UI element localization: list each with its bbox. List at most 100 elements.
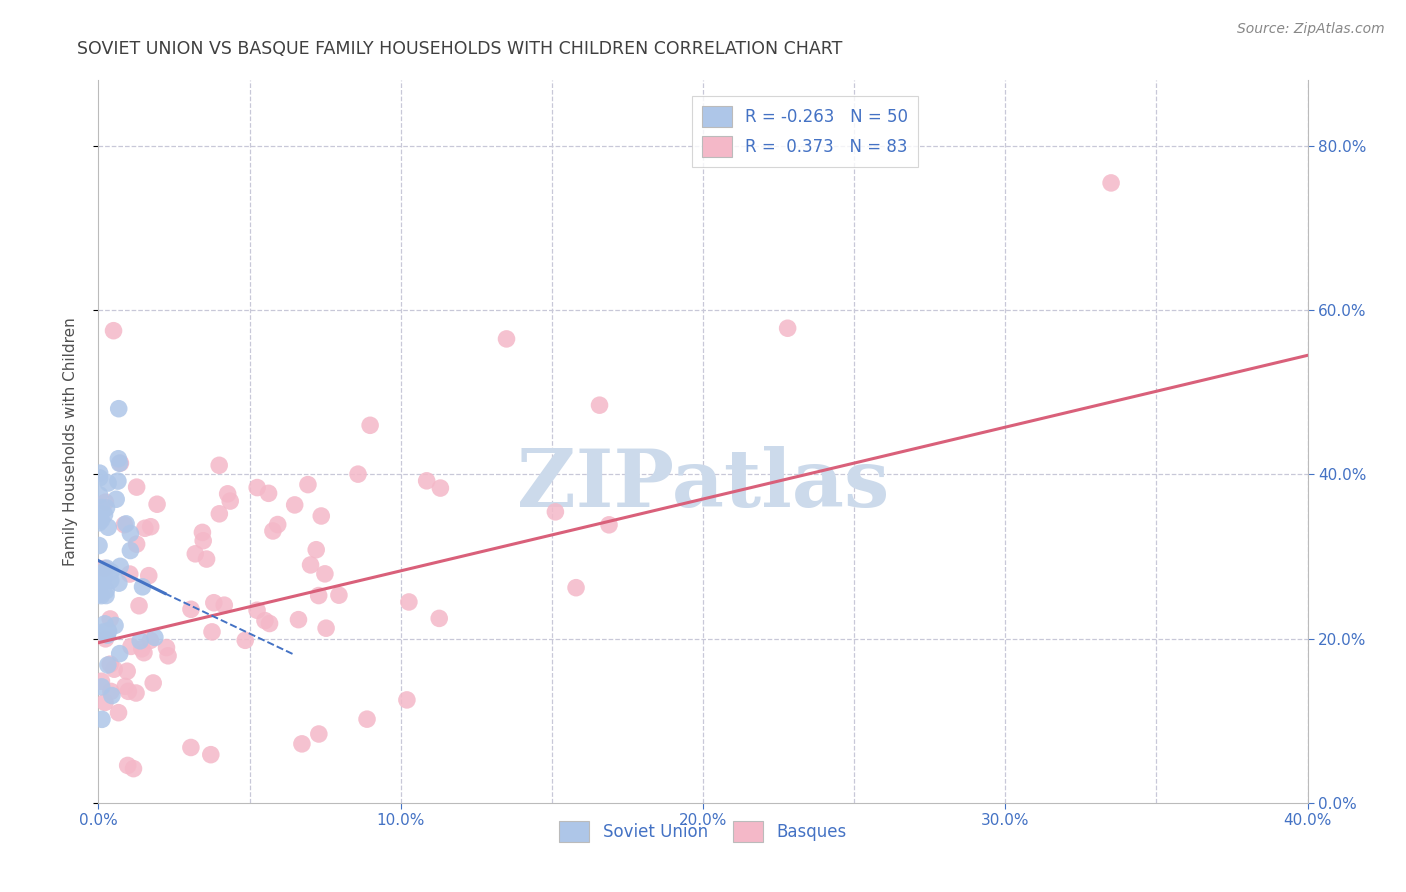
Point	[112, 517, 135, 532]
Point	[146, 497, 169, 511]
Point	[427, 611, 450, 625]
Point	[208, 507, 231, 521]
Point	[125, 480, 148, 494]
Point	[107, 706, 129, 720]
Point	[94, 632, 117, 646]
Point	[132, 646, 155, 660]
Point	[93, 570, 115, 584]
Point	[87, 539, 110, 553]
Point	[91, 566, 114, 580]
Y-axis label: Family Households with Children: Family Households with Children	[63, 318, 77, 566]
Point	[305, 542, 328, 557]
Point	[598, 517, 620, 532]
Point	[180, 602, 202, 616]
Point	[103, 324, 125, 338]
Point	[107, 474, 129, 488]
Point	[201, 624, 224, 639]
Point	[142, 676, 165, 690]
Point	[105, 492, 128, 507]
Legend: Soviet Union, Basques: Soviet Union, Basques	[553, 814, 853, 848]
Point	[128, 599, 150, 613]
Point	[96, 500, 118, 515]
Point	[94, 495, 117, 509]
Point	[257, 486, 280, 500]
Point	[217, 487, 239, 501]
Point	[97, 520, 120, 534]
Point	[91, 712, 114, 726]
Point	[328, 588, 350, 602]
Point	[214, 598, 236, 612]
Point	[291, 737, 314, 751]
Point	[120, 543, 142, 558]
Point	[97, 476, 120, 491]
Text: Source: ZipAtlas.com: Source: ZipAtlas.com	[1237, 22, 1385, 37]
Point	[87, 516, 110, 530]
Point	[98, 657, 121, 672]
Point	[495, 332, 517, 346]
Point	[110, 456, 132, 470]
Point	[259, 616, 281, 631]
Point	[246, 481, 269, 495]
Point	[122, 762, 145, 776]
Point	[91, 574, 114, 589]
Point	[429, 481, 451, 495]
Point	[89, 569, 111, 583]
Point	[262, 524, 284, 538]
Point	[98, 612, 121, 626]
Point	[359, 418, 381, 433]
Point	[309, 508, 332, 523]
Point	[96, 624, 118, 639]
Point	[87, 581, 110, 595]
Point	[108, 576, 131, 591]
Point	[184, 547, 207, 561]
Point	[91, 625, 114, 640]
Point	[125, 686, 148, 700]
Point	[97, 624, 120, 638]
Point	[100, 565, 122, 579]
Point	[157, 648, 180, 663]
Point	[131, 641, 153, 656]
Point	[96, 628, 118, 642]
Point	[101, 689, 124, 703]
Point	[308, 589, 330, 603]
Point	[134, 521, 156, 535]
Point	[89, 488, 111, 502]
Text: ZIPatlas: ZIPatlas	[517, 446, 889, 524]
Point	[356, 712, 378, 726]
Point	[1099, 176, 1122, 190]
Point	[120, 640, 142, 654]
Point	[89, 466, 111, 480]
Point	[398, 595, 420, 609]
Point	[776, 321, 799, 335]
Point	[143, 631, 166, 645]
Point	[96, 561, 118, 575]
Point	[108, 647, 131, 661]
Point	[90, 513, 112, 527]
Point	[90, 680, 112, 694]
Point	[395, 693, 418, 707]
Point	[155, 640, 177, 655]
Point	[115, 664, 138, 678]
Point	[115, 516, 138, 531]
Point	[87, 510, 110, 524]
Point	[193, 533, 215, 548]
Point	[117, 684, 139, 698]
Point	[287, 613, 309, 627]
Point	[104, 618, 127, 632]
Point	[125, 537, 148, 551]
Point	[139, 519, 162, 533]
Point	[87, 582, 110, 597]
Point	[118, 567, 141, 582]
Point	[297, 477, 319, 491]
Point	[267, 517, 290, 532]
Point	[139, 633, 162, 648]
Point	[544, 505, 567, 519]
Point	[253, 614, 276, 628]
Point	[90, 500, 112, 515]
Point	[97, 657, 120, 672]
Point	[93, 561, 115, 575]
Point	[246, 603, 269, 617]
Point	[565, 581, 588, 595]
Point	[117, 758, 139, 772]
Point	[200, 747, 222, 762]
